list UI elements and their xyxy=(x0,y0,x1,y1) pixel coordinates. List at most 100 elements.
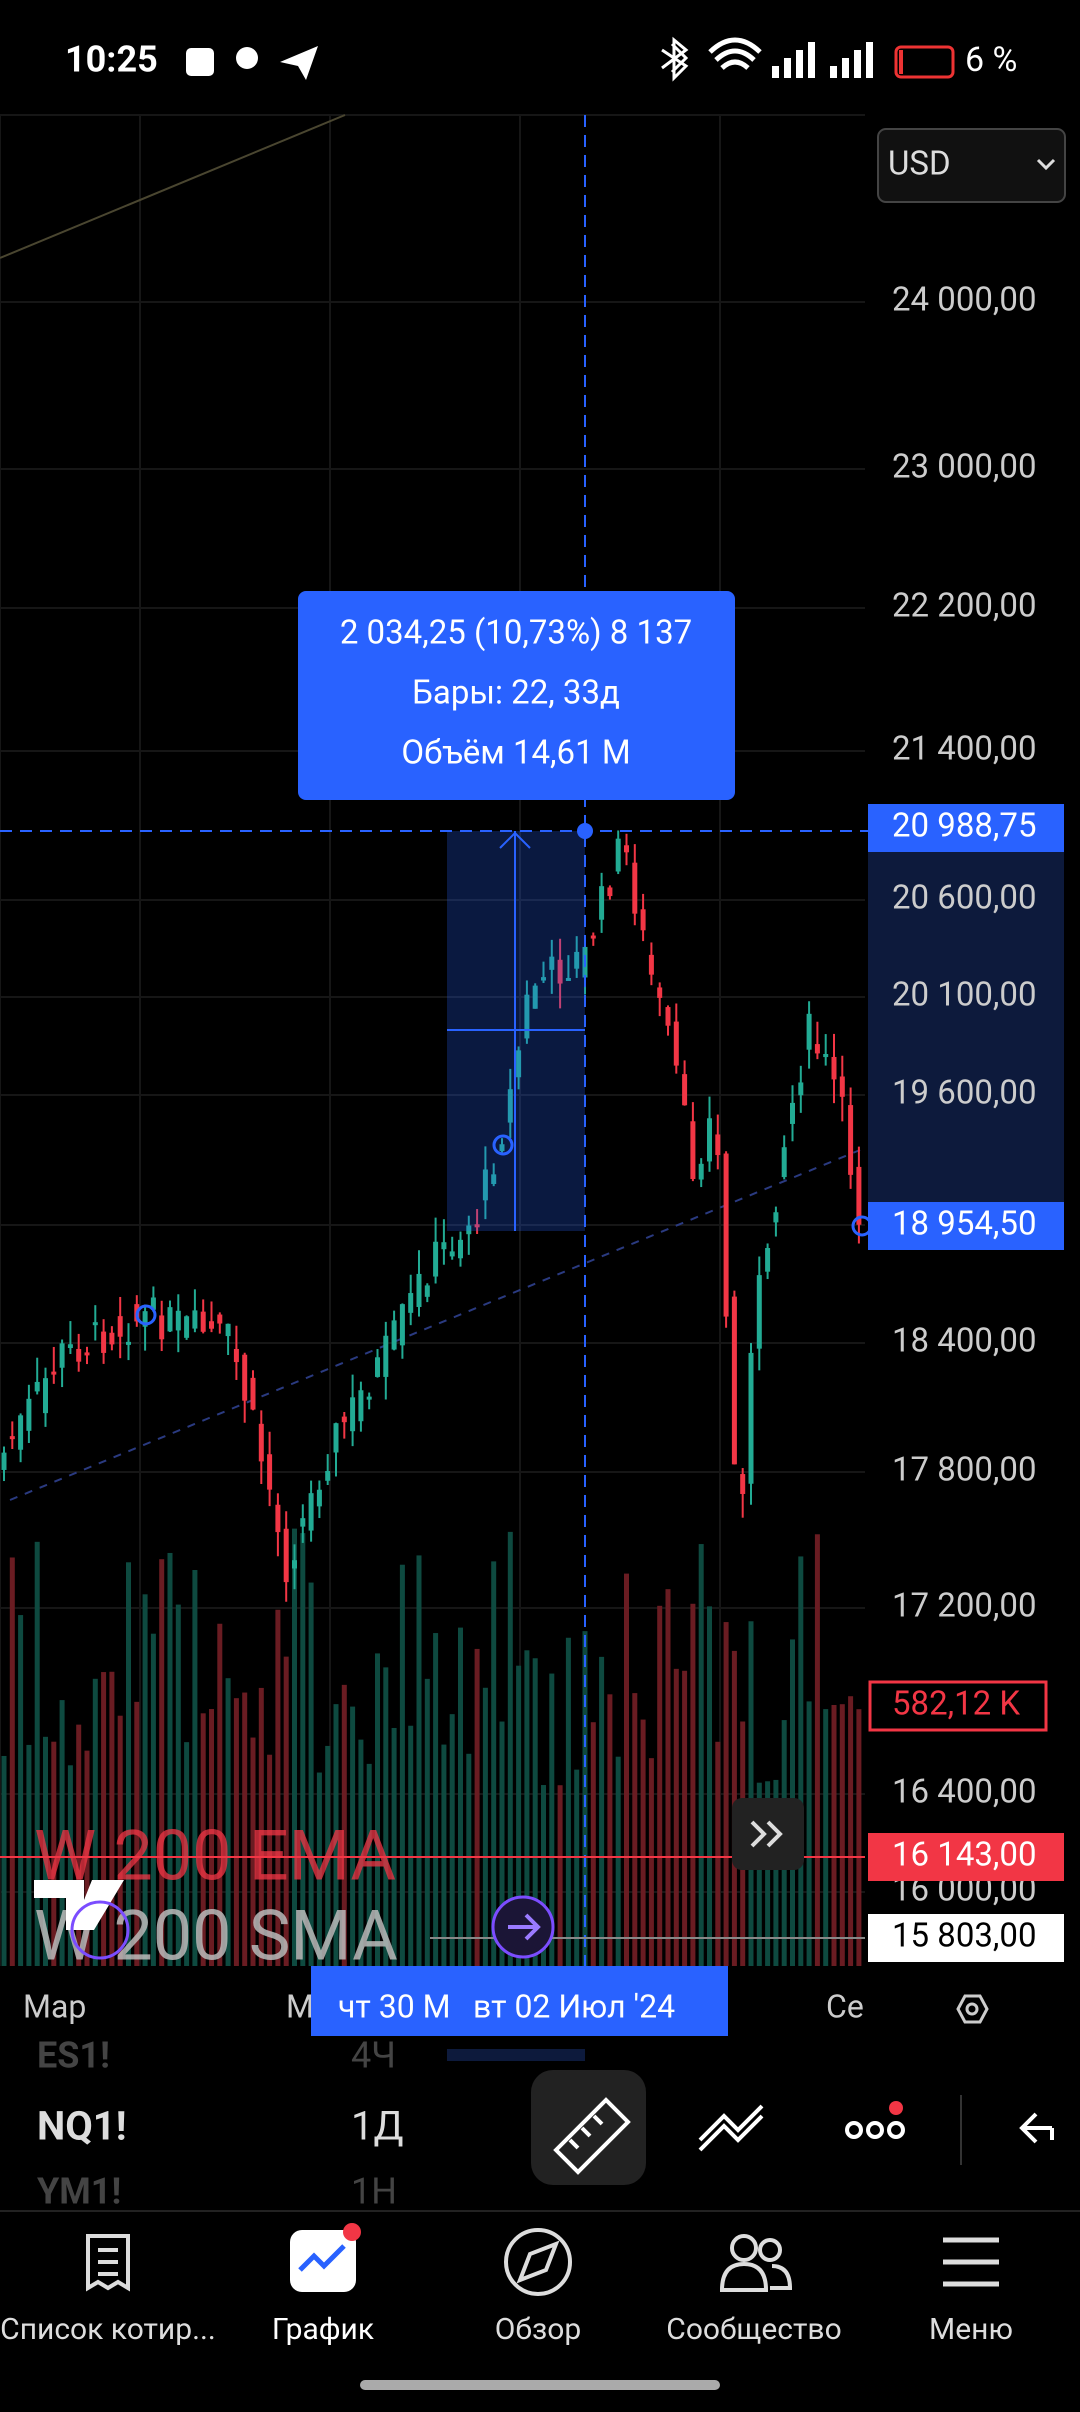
candle xyxy=(159,1315,165,1340)
currency-select[interactable] xyxy=(877,128,1066,203)
compass xyxy=(516,2240,560,2284)
crosshair-dot xyxy=(577,823,593,839)
candle xyxy=(26,1398,32,1431)
price-label: 24 000,00 xyxy=(892,281,1037,320)
nav-icon[interactable] xyxy=(86,2234,130,2292)
candle xyxy=(615,838,621,872)
volume-bar xyxy=(831,1704,837,1966)
candle xyxy=(516,1050,522,1078)
drawings-icon[interactable] xyxy=(698,2104,764,2152)
volume-bar xyxy=(806,1701,812,1966)
volume-bar xyxy=(316,1772,322,1966)
badge xyxy=(889,2101,903,2115)
ruler-icon xyxy=(553,2097,631,2175)
candle xyxy=(383,1335,389,1377)
candle xyxy=(806,1013,812,1050)
candle xyxy=(574,951,580,969)
replay-icon xyxy=(508,1913,541,1941)
candle xyxy=(333,1423,339,1453)
candle xyxy=(59,1343,65,1368)
volume-bar xyxy=(1,1755,7,1966)
trend-line xyxy=(0,114,346,259)
tooltip-line: Бары: 22, 33д xyxy=(412,674,620,713)
candle xyxy=(848,1105,854,1175)
candle xyxy=(341,1416,347,1423)
measure-arrow-head xyxy=(499,831,531,849)
candle xyxy=(424,1285,430,1297)
nav-label: Меню xyxy=(929,2312,1013,2347)
interval: 1Н xyxy=(351,2171,397,2213)
volume-bar xyxy=(416,1555,422,1966)
candle xyxy=(375,1357,380,1377)
volume-bar xyxy=(665,1589,671,1966)
price-marker xyxy=(868,1914,1064,1962)
interval: 4Ч xyxy=(351,2035,396,2077)
candle xyxy=(740,1474,746,1494)
volume-bar xyxy=(43,1736,48,1966)
ruler-button[interactable] xyxy=(531,2070,646,2185)
candle xyxy=(433,1241,439,1277)
nav-icon[interactable] xyxy=(943,2237,999,2287)
undo-icon[interactable] xyxy=(1019,2112,1054,2144)
nav-label: Сообщество xyxy=(666,2312,841,2347)
price-marker xyxy=(868,1680,1048,1732)
symbol[interactable]: YM1! xyxy=(37,2171,121,2213)
logo xyxy=(34,1880,124,1930)
anchor xyxy=(135,1304,157,1326)
volume-bar xyxy=(756,1782,762,1966)
candle xyxy=(109,1332,115,1345)
scroll-icon xyxy=(750,1820,783,1848)
candle xyxy=(790,1102,795,1124)
battery xyxy=(894,45,955,79)
candle xyxy=(67,1344,73,1349)
candle xyxy=(723,1153,729,1317)
volume-bar xyxy=(101,1672,107,1966)
candle xyxy=(499,1144,505,1152)
price-label: 20 100,00 xyxy=(892,976,1037,1015)
candle xyxy=(416,1273,422,1308)
candle xyxy=(524,994,530,1039)
volume-bar xyxy=(607,1694,613,1966)
nav-icon[interactable] xyxy=(719,2234,793,2292)
tooltip-line: Объём 14,61 M xyxy=(401,734,630,773)
price-label: 17 200,00 xyxy=(892,1587,1037,1626)
volume-bar xyxy=(109,1671,115,1966)
volume-bar xyxy=(723,1622,729,1966)
volume-bar xyxy=(615,1756,621,1966)
volume-bar xyxy=(499,1721,505,1966)
candle xyxy=(200,1311,206,1332)
volume-bar xyxy=(516,1665,522,1966)
price-marker-label: 16 143,00 xyxy=(892,1836,1037,1875)
candle xyxy=(640,909,646,931)
more-icon[interactable] xyxy=(845,2121,905,2139)
candle xyxy=(209,1321,214,1329)
candle xyxy=(765,1248,771,1272)
candle xyxy=(192,1310,198,1329)
volume-bar xyxy=(242,1692,248,1966)
candle xyxy=(399,1304,405,1346)
volume-bar xyxy=(673,1668,679,1966)
symbol[interactable]: ES1! xyxy=(37,2035,110,2077)
volume-bar xyxy=(18,1615,24,1966)
candle xyxy=(682,1074,688,1106)
volume-bar xyxy=(233,1698,239,1966)
candle xyxy=(565,977,571,981)
candle xyxy=(308,1493,314,1531)
home-indicator xyxy=(360,2380,720,2390)
settings-icon[interactable] xyxy=(956,1994,989,2024)
candle xyxy=(648,954,654,975)
time-label: Се xyxy=(826,1987,864,2025)
nav-icon[interactable] xyxy=(290,2230,356,2292)
scroll-button[interactable] xyxy=(732,1798,804,1870)
candle xyxy=(150,1297,156,1310)
volume-bar xyxy=(258,1687,264,1966)
volume-bar xyxy=(773,1779,779,1966)
volume-bar xyxy=(557,1785,563,1966)
volume-bar xyxy=(624,1573,629,1966)
tooltip-line: 2 034,25 (10,73%) 8 137 xyxy=(340,614,692,653)
volume-bar xyxy=(856,1709,862,1966)
nav-icon[interactable] xyxy=(504,2228,572,2296)
price-label: 20 600,00 xyxy=(892,879,1037,918)
volume-bar xyxy=(549,1673,555,1966)
symbol[interactable]: NQ1! xyxy=(37,2103,127,2150)
